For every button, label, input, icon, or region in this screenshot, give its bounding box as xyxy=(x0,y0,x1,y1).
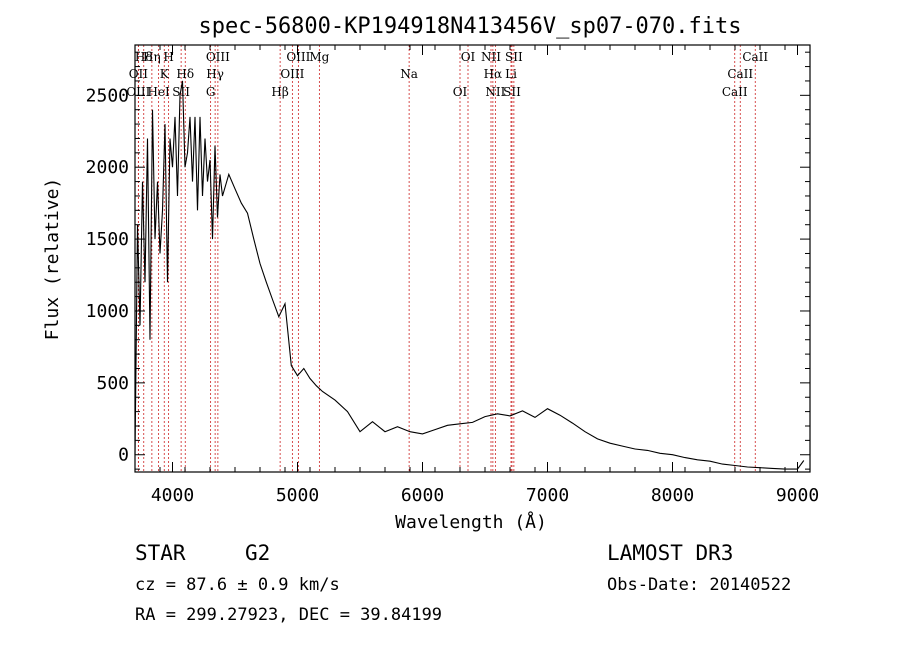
line-label: Hδ xyxy=(135,50,153,64)
line-label: Na xyxy=(400,67,418,81)
line-label: CaII xyxy=(727,67,753,81)
line-label: CaII xyxy=(742,50,768,64)
line-label: H xyxy=(163,50,173,64)
line-label: OI xyxy=(453,85,468,99)
x-tick-label: 4000 xyxy=(151,485,194,506)
line-label: K xyxy=(160,67,170,81)
line-label: SII xyxy=(172,85,190,99)
y-tick-label: 2500 xyxy=(86,85,129,106)
line-label: Hη xyxy=(143,50,161,64)
y-tick-label: 1500 xyxy=(86,229,129,250)
line-markers xyxy=(137,45,756,472)
y-tick-label: 0 xyxy=(118,445,129,466)
line-label: OIII xyxy=(286,50,310,64)
line-label: Mg xyxy=(309,50,329,64)
object-subclass: G2 xyxy=(245,541,270,565)
line-label: CaII xyxy=(722,85,748,99)
y-axis-label: Flux (relative) xyxy=(42,178,63,341)
coordinates-text: RA = 299.27923, DEC = 39.84199 xyxy=(135,605,442,625)
line-label: Hβ xyxy=(271,85,288,99)
line-label: Hγ xyxy=(206,67,224,81)
survey-name: LAMOST DR3 xyxy=(607,541,733,565)
line-label: Hα xyxy=(484,67,503,81)
x-axis: 4000 5000 6000 7000 8000 9000 xyxy=(134,45,819,506)
chart-title: spec-56800-KP194918N413456V_sp07-070.fit… xyxy=(198,14,741,39)
line-label: OIII xyxy=(206,50,230,64)
x-tick-label: 7000 xyxy=(526,485,569,506)
line-label: G xyxy=(206,85,216,99)
spectrum-line xyxy=(134,80,805,470)
y-tick-label: 500 xyxy=(96,373,129,394)
line-label: NII xyxy=(485,85,505,99)
y-axis: 0 500 1000 1500 2000 2500 xyxy=(86,51,810,470)
line-label: SII xyxy=(505,50,523,64)
y-tick-label: 1000 xyxy=(86,301,129,322)
line-label: OII xyxy=(129,67,149,81)
line-label: NII xyxy=(481,50,501,64)
obs-date: Obs-Date: 20140522 xyxy=(607,575,791,595)
y-tick-label: 2000 xyxy=(86,157,129,178)
object-class: STAR xyxy=(135,541,186,565)
x-axis-label: Wavelength (Å) xyxy=(395,511,547,533)
x-tick-label: 8000 xyxy=(651,485,694,506)
line-label: Hδ xyxy=(176,67,194,81)
line-label: OI xyxy=(461,50,476,64)
redshift-text: cz = 87.6 ± 0.9 km/s xyxy=(135,575,340,595)
x-tick-label: 5000 xyxy=(276,485,319,506)
x-tick-label: 9000 xyxy=(776,485,819,506)
line-label: OIII xyxy=(280,67,304,81)
line-label: Li xyxy=(505,67,517,81)
x-tick-label: 6000 xyxy=(401,485,444,506)
plot-frame xyxy=(134,44,811,473)
line-labels: HδOIIOIIIHηKHeIHHδSIIOIIIHγGOIIIOIIIHβMg… xyxy=(126,50,768,99)
line-label: HeI xyxy=(147,85,170,99)
line-label: SII xyxy=(503,85,521,99)
